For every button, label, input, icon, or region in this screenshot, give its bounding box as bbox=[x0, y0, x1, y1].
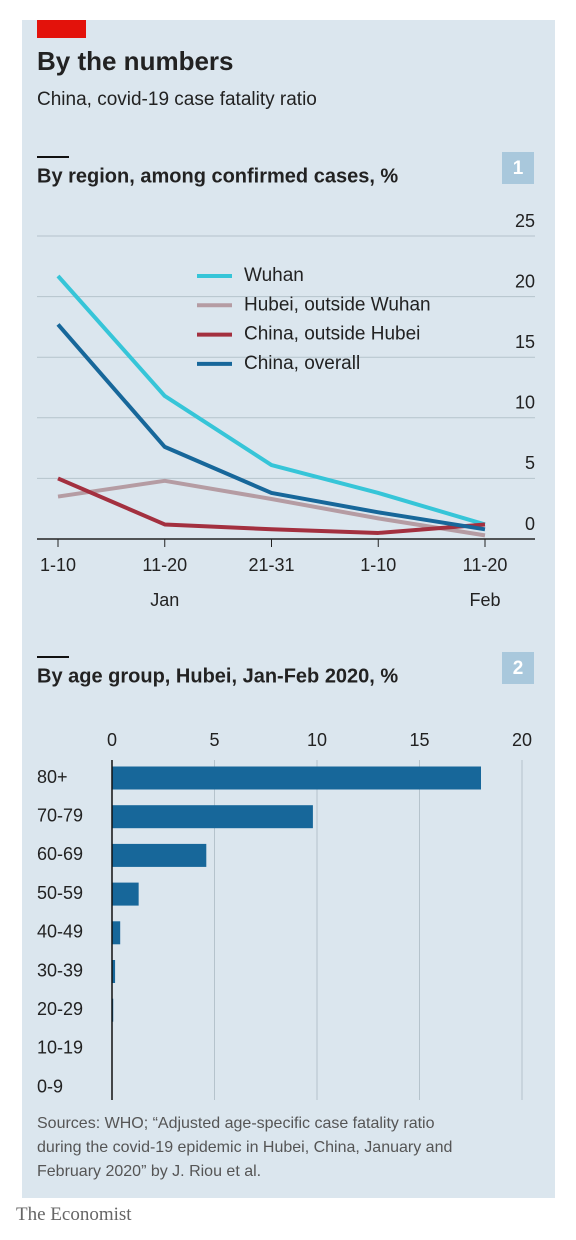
series-line bbox=[57, 478, 486, 538]
chart-title: By age group, Hubei, Jan-Feb 2020, % bbox=[37, 665, 398, 687]
panel-number-box bbox=[502, 652, 534, 684]
y-tick-label: 10 bbox=[515, 393, 535, 413]
legend-label: China, outside Hubei bbox=[244, 324, 420, 345]
subtitle: China, covid-19 case fatality ratio bbox=[37, 89, 317, 110]
x-tick-label: 1-10 bbox=[360, 555, 396, 575]
x-tick-label: 11-20 bbox=[142, 555, 187, 575]
bar bbox=[112, 805, 313, 829]
y-tick-label: 0-9 bbox=[37, 1076, 63, 1096]
y-tick-label: 40-49 bbox=[37, 922, 83, 942]
bar bbox=[112, 843, 207, 867]
series-line bbox=[56, 274, 486, 527]
bar bbox=[112, 921, 121, 945]
x-tick-label: 0 bbox=[107, 730, 117, 750]
bar bbox=[112, 960, 116, 983]
y-tick-label: 5 bbox=[525, 453, 535, 473]
y-tick-label: 25 bbox=[515, 211, 535, 231]
legend-label: Hubei, outside Wuhan bbox=[244, 294, 431, 315]
title: By the numbers bbox=[37, 46, 234, 76]
y-tick-label: 0 bbox=[525, 514, 535, 534]
y-tick-label: 50-59 bbox=[37, 883, 83, 903]
x-tick-label: 21-31 bbox=[248, 555, 294, 575]
x-tick-label: 1-10 bbox=[40, 555, 76, 575]
red-tag bbox=[37, 20, 86, 38]
panel-background bbox=[22, 20, 555, 1198]
x-tick-label: 5 bbox=[209, 730, 219, 750]
y-tick-label: 70-79 bbox=[37, 805, 83, 825]
legend-label: China, overall bbox=[244, 353, 360, 374]
y-tick-label: 20-29 bbox=[37, 999, 83, 1019]
x-tick-label: 15 bbox=[409, 730, 429, 750]
panel-number-box bbox=[502, 152, 534, 184]
x-tick-label: 11-20 bbox=[463, 555, 508, 575]
x-tick-label: 20 bbox=[512, 730, 532, 750]
month-label: Feb bbox=[469, 590, 500, 610]
chart-title: By region, among confirmed cases, % bbox=[37, 165, 398, 187]
y-tick-label: 30-39 bbox=[37, 960, 83, 980]
x-tick-label: 10 bbox=[307, 730, 327, 750]
y-tick-label: 80+ bbox=[37, 767, 68, 787]
brand: The Economist bbox=[16, 1204, 132, 1225]
panel-number: 2 bbox=[513, 658, 524, 679]
month-label: Jan bbox=[150, 590, 179, 610]
y-tick-label: 10-19 bbox=[37, 1038, 83, 1058]
series-line bbox=[56, 323, 486, 532]
source-note: Sources: WHO; “Adjusted age-specific cas… bbox=[37, 1115, 453, 1180]
y-tick-label: 15 bbox=[515, 332, 535, 352]
bar bbox=[112, 882, 139, 906]
series-line bbox=[57, 476, 486, 535]
bar bbox=[112, 766, 481, 790]
legend-label: Wuhan bbox=[244, 265, 304, 286]
y-tick-label: 60-69 bbox=[37, 844, 83, 864]
panel-number: 1 bbox=[513, 158, 524, 179]
y-tick-label: 20 bbox=[515, 271, 535, 291]
